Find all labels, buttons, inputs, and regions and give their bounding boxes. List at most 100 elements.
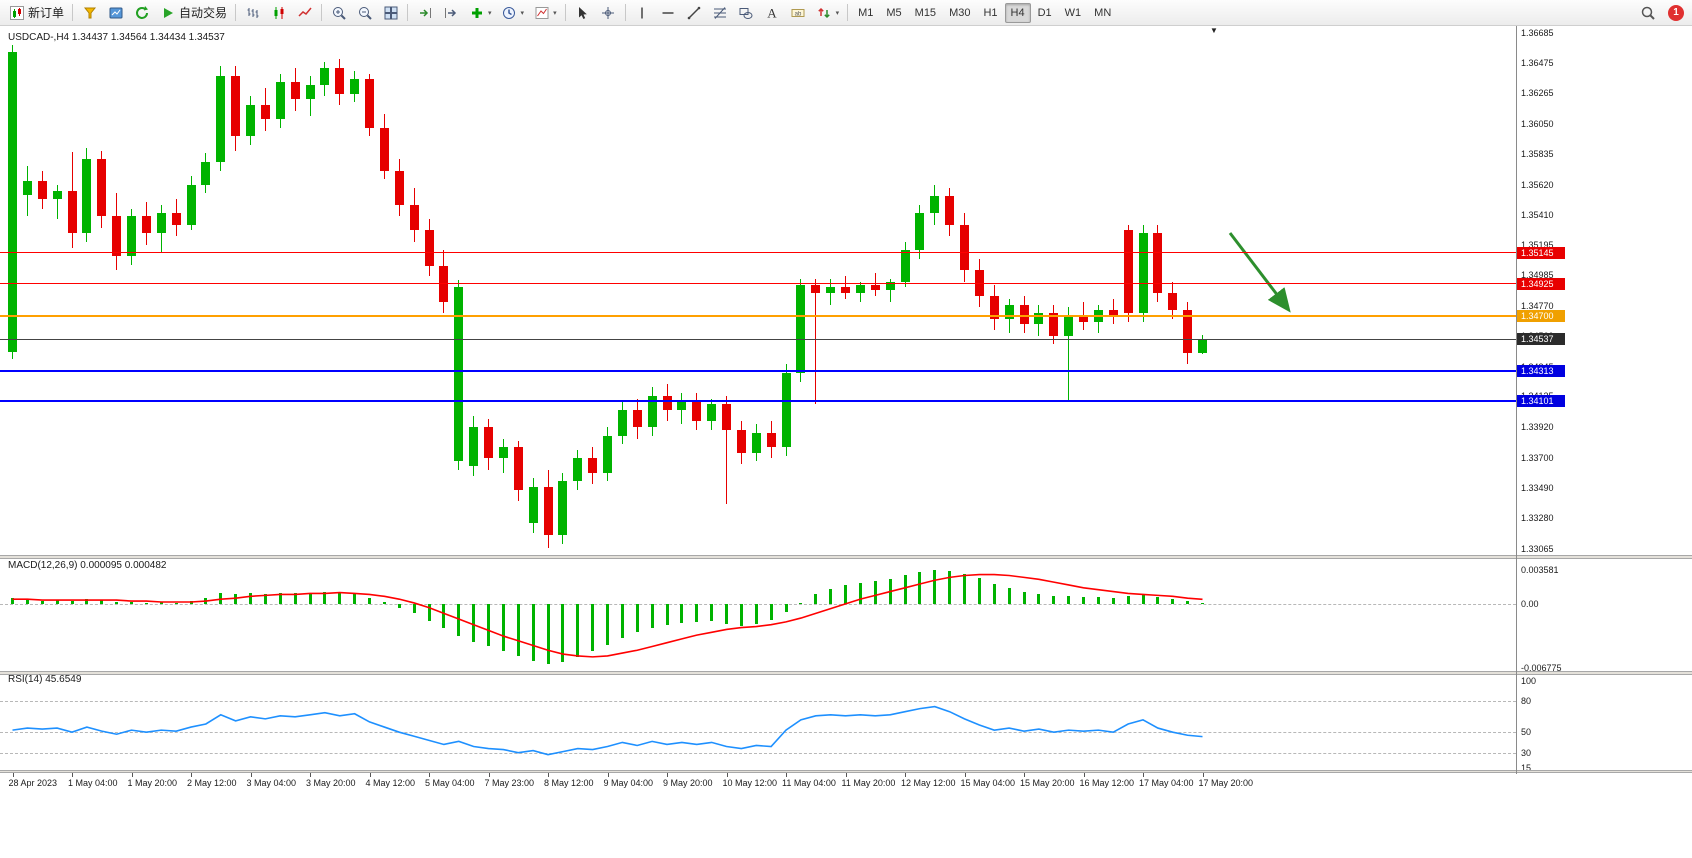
text-label-button[interactable]: ab: [786, 2, 811, 24]
candle-body: [543, 486, 553, 536]
auto-scroll-button[interactable]: [412, 2, 437, 24]
macd-histogram-bar: [308, 592, 312, 604]
macd-histogram-bar: [249, 593, 252, 604]
arrows-button[interactable]: ▾: [812, 2, 844, 24]
timeframe-H4[interactable]: H4: [1004, 2, 1031, 23]
shapes-button[interactable]: [734, 2, 759, 24]
timeframe-M5[interactable]: M5: [886, 6, 902, 19]
vertical-line-button[interactable]: [630, 2, 655, 24]
price-tick-label: 1.33065: [1521, 544, 1554, 554]
macd-histogram-bar: [1067, 596, 1071, 604]
new-order-label: 新订单: [28, 6, 65, 20]
candle-body: [736, 429, 746, 453]
new-order-button[interactable]: 新订单: [4, 2, 68, 24]
candle-wick: [726, 395, 727, 505]
candlestick-chart-button[interactable]: [266, 2, 291, 24]
candle-body: [1049, 313, 1059, 336]
timeframe-H1[interactable]: H1: [983, 6, 998, 19]
timeframe-D1[interactable]: D1: [1037, 6, 1052, 19]
macd-histogram-bar: [784, 603, 788, 613]
bar-chart-button[interactable]: [240, 2, 265, 24]
timeframe-M30[interactable]: M30: [949, 6, 971, 19]
timeframe-MN[interactable]: MN: [1094, 6, 1112, 19]
horizontal-line-icon: [660, 5, 677, 21]
candle-body: [22, 180, 32, 195]
data-window-button[interactable]: [77, 2, 102, 24]
macd-histogram-bar: [963, 573, 966, 604]
fibonacci-button[interactable]: [708, 2, 733, 24]
pivot-line[interactable]: [0, 314, 1516, 317]
periods-button[interactable]: ▾: [497, 2, 529, 24]
time-axis-tick: [72, 773, 73, 777]
bid-price-line[interactable]: [0, 338, 1516, 340]
timeframe-M1[interactable]: M1: [858, 6, 874, 19]
price-tick-label: 1.36685: [1521, 28, 1554, 38]
macd-histogram-bar: [1111, 598, 1115, 604]
templates-button[interactable]: ▾: [529, 2, 561, 24]
zoom-in-button[interactable]: [326, 2, 351, 24]
chevron-down-icon: ▾: [520, 9, 525, 17]
rsi-indicator-label: RSI(14) 45.6549: [8, 674, 82, 685]
auto-trading-button[interactable]: 自动交易: [155, 2, 231, 24]
search-button[interactable]: [1635, 2, 1660, 24]
market-watch-button[interactable]: [103, 2, 128, 24]
candle-body: [647, 395, 657, 428]
notification-badge[interactable]: 1: [1668, 4, 1684, 21]
time-axis-tick: [786, 773, 787, 777]
macd-histogram-bar: [397, 603, 401, 608]
timeframe-M15[interactable]: M15: [914, 6, 937, 19]
candle-body: [186, 184, 196, 225]
tile-windows-button[interactable]: [378, 2, 403, 24]
macd-histogram-bar: [680, 603, 684, 623]
candle-body: [1183, 310, 1193, 353]
macd-histogram-bar: [457, 603, 461, 637]
macd-histogram-bar: [412, 603, 416, 614]
time-axis-label: 9 May 04:00: [603, 778, 654, 788]
candle-body: [97, 159, 107, 217]
timeframe-W1[interactable]: W1: [1064, 6, 1082, 19]
trendline-button[interactable]: [682, 2, 707, 24]
price-tick-label: 1.35195: [1521, 240, 1554, 251]
support-line-1[interactable]: [0, 370, 1516, 373]
macd-histogram-bar: [501, 603, 505, 652]
support-line-2[interactable]: [0, 400, 1516, 403]
macd-histogram-bar: [1141, 595, 1145, 604]
candle-body: [841, 287, 850, 294]
macd-indicator-label: MACD(12,26,9) 0.000095 0.000482: [8, 560, 167, 571]
cursor-button[interactable]: [570, 2, 595, 24]
line-chart-button[interactable]: [292, 2, 317, 24]
candle-body: [1108, 310, 1118, 316]
crosshair-button[interactable]: [596, 2, 621, 24]
macd-histogram-bar: [234, 594, 238, 604]
candle-body: [231, 76, 241, 137]
price-tick-label: 1.35620: [1521, 179, 1554, 190]
macd-signal-line: [12, 573, 1203, 658]
candle-body: [960, 224, 969, 271]
time-axis-tick: [1083, 773, 1085, 777]
horizontal-line-button[interactable]: [656, 2, 681, 24]
chart-window[interactable]: USDCAD-,H4 1.34437 1.34564 1.34434 1.345…: [0, 26, 1692, 858]
refresh-button[interactable]: [129, 2, 154, 24]
svg-text:A: A: [767, 5, 777, 20]
scroll-marker-icon: ▼: [1210, 26, 1218, 35]
auto-trading-icon: [159, 5, 176, 21]
templates-icon: [533, 5, 550, 21]
candle-body: [246, 104, 255, 137]
candle-body: [1198, 339, 1207, 354]
arrow-annotation[interactable]: [0, 26, 1516, 555]
support-line-1-badge: 1.34313: [1517, 365, 1565, 378]
candle-body: [112, 216, 122, 257]
macd-histogram-bar: [620, 603, 624, 638]
zoom-out-icon: [356, 5, 373, 21]
indicators-button[interactable]: ▾: [464, 2, 496, 24]
macd-histogram-bar: [992, 584, 996, 604]
text-button[interactable]: A: [760, 2, 785, 24]
resistance-line-1[interactable]: [0, 252, 1516, 253]
resistance-line-2[interactable]: [0, 283, 1516, 285]
candle-body: [156, 213, 166, 234]
macd-histogram-bar: [1186, 601, 1190, 604]
macd-histogram-bar: [130, 601, 133, 604]
chart-shift-button[interactable]: [438, 2, 463, 24]
macd-histogram-bar: [739, 603, 743, 626]
zoom-out-button[interactable]: [352, 2, 377, 24]
